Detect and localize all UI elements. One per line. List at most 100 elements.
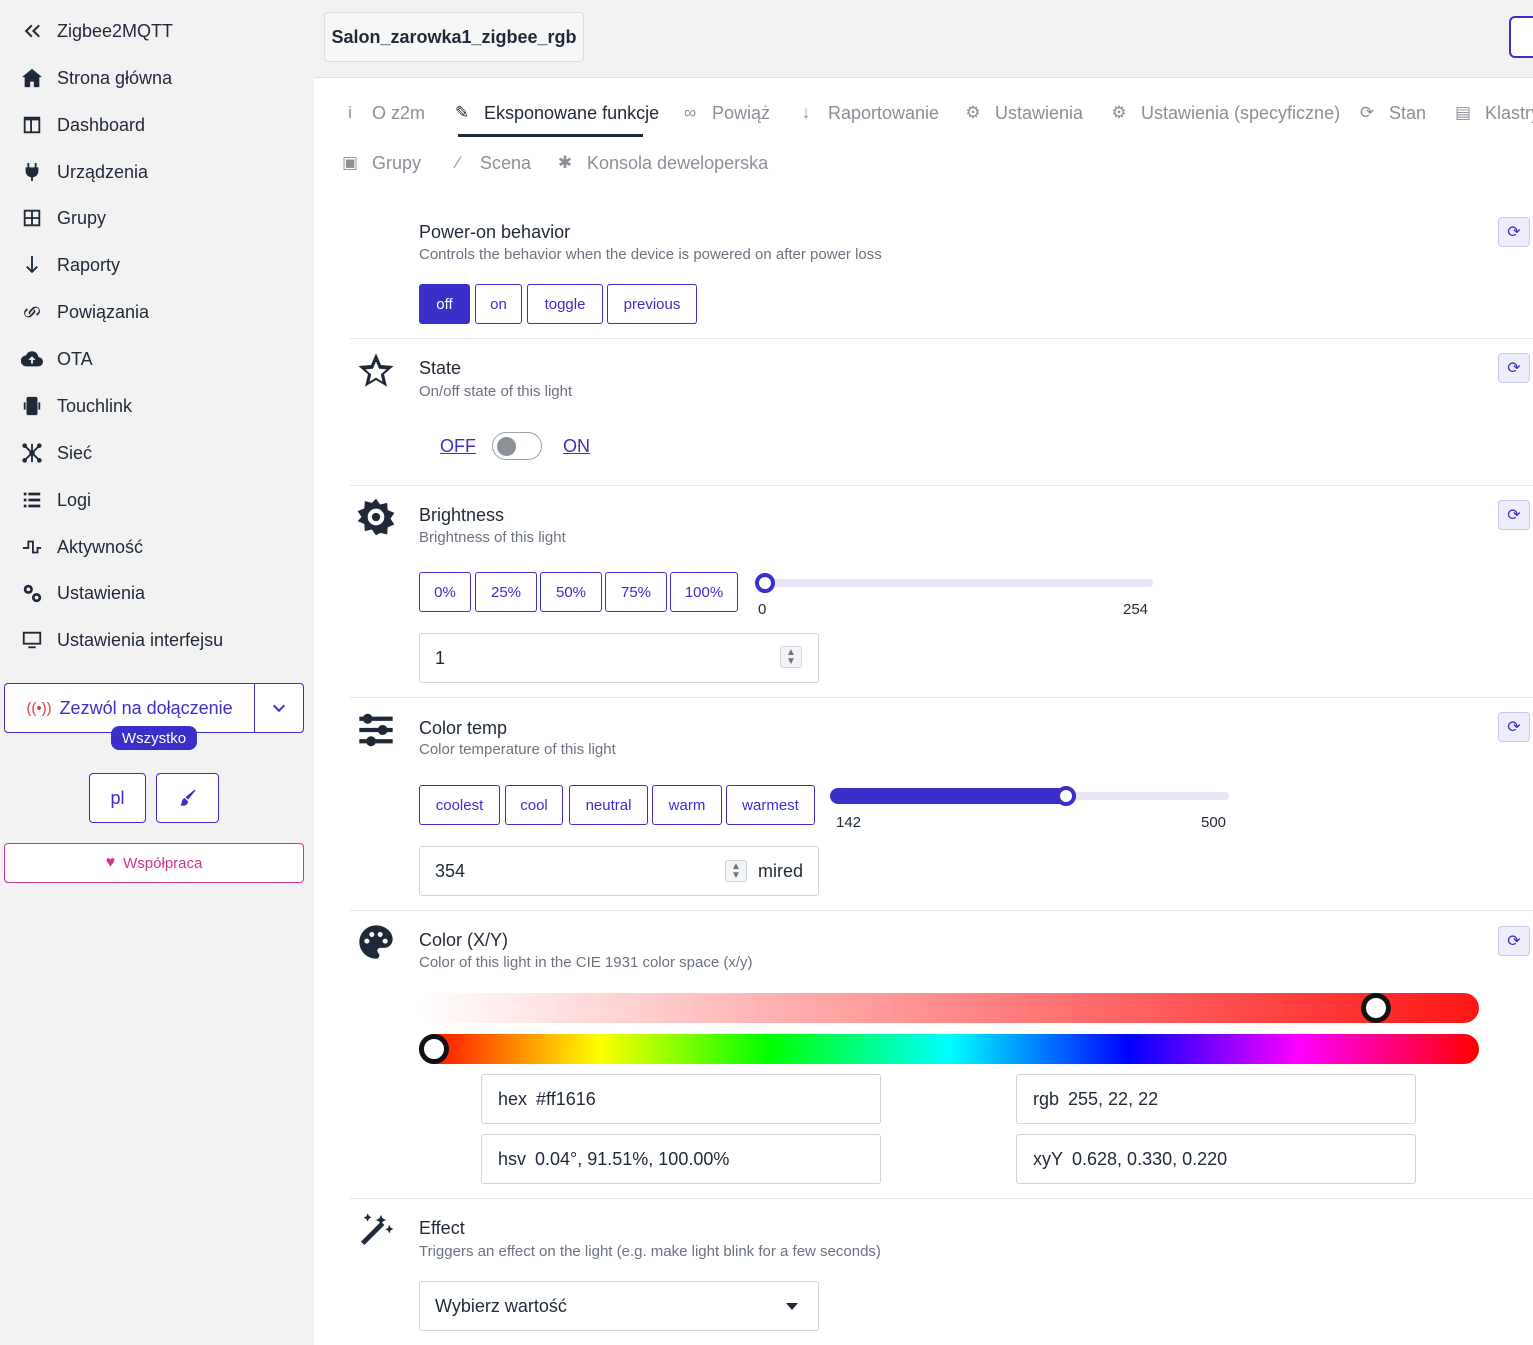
brightness-preset-100[interactable]: 100% [670,572,738,612]
sidebar-item-bindings[interactable]: Powiązania [20,297,149,327]
effect-select-value: Wybierz wartość [435,1295,567,1316]
sidebar-item-activity[interactable]: Aktywność [20,532,143,562]
saturation-slider[interactable] [419,993,1479,1023]
effect-title: Effect [419,1218,465,1238]
color-temp-slider-thumb[interactable] [1056,786,1077,806]
color-temp-preset-neutral[interactable]: neutral [569,785,648,825]
tab-label: Raportowanie [828,102,940,123]
sidebar-item-ui-settings[interactable]: Ustawienia interfejsu [20,625,223,655]
sidebar-item-devices[interactable]: Urządzenia [20,157,148,187]
tab-groups[interactable]: ▣ Grupy [340,148,421,178]
tab-state[interactable]: ⟳ Stan [1357,98,1426,128]
sidebar-item-label: Powiązania [57,301,150,322]
brightness-preset-0[interactable]: 0% [419,572,471,612]
permit-join-button[interactable]: ((•)) Zezwól na dołączenie [5,684,255,732]
tab-dev-console[interactable]: ✱ Konsola deweloperska [555,148,768,178]
color-temp-input[interactable]: 354 mired [419,846,819,896]
cooperation-button[interactable]: ♥ Współpraca [4,843,304,883]
sidebar-item-home[interactable]: Strona główna [20,63,172,93]
sidebar-item-logs[interactable]: Logi [20,485,91,515]
refresh-button[interactable]: ⟳ [1498,500,1530,530]
sidebar-item-label: Strona główna [57,67,173,88]
hex-field[interactable]: hex #ff1616 [481,1074,881,1124]
header-action-button[interactable] [1509,16,1533,58]
power-on-description: Controls the behavior when the device is… [419,246,882,263]
sliders-icon [356,710,398,752]
hsv-field[interactable]: hsv 0.04°, 91.51%, 100.00% [481,1134,881,1184]
rgb-key: rgb [1033,1088,1060,1109]
divider [350,485,1533,486]
tab-clusters[interactable]: ▤ Klastry [1453,98,1533,128]
brightness-slider-thumb[interactable] [754,573,775,593]
sidebar-item-settings[interactable]: Ustawienia [20,578,145,608]
sidebar-item-reports[interactable]: Raporty [20,250,120,280]
power-on-option-off[interactable]: off [419,284,470,324]
brightness-preset-50[interactable]: 50% [540,572,602,612]
clipboard-icon: ▤ [1454,103,1472,122]
refresh-icon: ⟳ [1507,719,1521,736]
sidebar-item-network[interactable]: Sieć [20,438,92,468]
color-temp-description: Color temperature of this light [419,741,616,758]
sidebar-item-ota[interactable]: OTA [20,344,93,374]
xyy-key: xyY [1033,1148,1064,1169]
brightness-input[interactable]: 1 [419,633,819,683]
xyy-field[interactable]: xyY 0.628, 0.330, 0.220 [1016,1134,1416,1184]
caret-down-icon [786,1303,798,1310]
effect-description: Triggers an effect on the light (e.g. ma… [419,1243,881,1260]
color-temp-preset-warm[interactable]: warm [652,785,722,825]
refresh-button[interactable]: ⟳ [1498,217,1530,247]
sidebar-item-label: Grupy [57,207,107,228]
tab-label: Grupy [372,152,422,173]
brightness-stepper[interactable]: ▲ ▼ [780,646,802,668]
permit-join-dropdown[interactable] [255,684,303,732]
brightness-preset-75[interactable]: 75% [605,572,667,612]
sidebar-item-groups[interactable]: Grupy [20,203,106,233]
permit-target-badge: Wszystko [111,726,197,750]
state-title: State [419,358,462,378]
refresh-icon: ⟳ [1507,933,1521,950]
divider [350,1198,1533,1199]
tab-exposes[interactable]: ✎ Eksponowane funkcje [452,98,659,128]
refresh-button[interactable]: ⟳ [1498,353,1530,383]
refresh-button[interactable]: ⟳ [1498,712,1530,742]
tab-reporting[interactable]: ↓ Raportowanie [796,98,939,128]
pencil-icon: ✎ [454,103,470,122]
tab-label: Ustawienia (specyficzne) [1141,102,1341,123]
power-on-option-previous[interactable]: previous [607,284,697,324]
home-icon [20,66,44,90]
state-off-link[interactable]: OFF [440,436,476,456]
link-icon [20,300,44,324]
saturation-slider-thumb[interactable] [1361,993,1392,1023]
sidebar-item-touchlink[interactable]: Touchlink [20,391,132,421]
color-temp-preset-cool[interactable]: cool [505,785,563,825]
sidebar-item-dashboard[interactable]: Dashboard [20,110,145,140]
hue-slider[interactable] [419,1034,1479,1064]
plug-icon [20,160,44,184]
tab-label: Konsola deweloperska [587,152,769,173]
permit-join-group: ((•)) Zezwól na dołączenie [4,683,304,733]
divider [350,910,1533,911]
hue-slider-thumb[interactable] [419,1034,449,1064]
tab-bind[interactable]: ∞ Powiąż [680,98,770,128]
sidebar-brand[interactable]: Zigbee2MQTT [20,16,173,46]
tab-settings-specific[interactable]: ⚙ Ustawienia (specyficzne) [1109,98,1340,128]
color-temp-preset-warmest[interactable]: warmest [726,785,815,825]
state-toggle[interactable] [492,432,542,460]
refresh-button[interactable]: ⟳ [1498,926,1530,956]
color-temp-preset-coolest[interactable]: coolest [419,785,500,825]
theme-button[interactable] [156,773,219,823]
tab-settings[interactable]: ⚙ Ustawienia [963,98,1083,128]
effect-select[interactable]: Wybierz wartość [419,1281,819,1331]
color-temp-stepper[interactable]: ▲ ▼ [725,860,747,882]
state-on-link[interactable]: ON [563,436,590,456]
brightness-slider-track[interactable] [762,579,1153,587]
tab-scene[interactable]: ⁄ Scena [448,148,531,178]
language-button[interactable]: pl [89,773,146,823]
tab-label: Eksponowane funkcje [484,102,660,123]
sidebar [0,0,314,1345]
tab-about[interactable]: i O z2m [340,98,425,128]
power-on-option-on[interactable]: on [475,284,522,324]
rgb-field[interactable]: rgb 255, 22, 22 [1016,1074,1416,1124]
brightness-preset-25[interactable]: 25% [475,572,537,612]
power-on-option-toggle[interactable]: toggle [527,284,603,324]
